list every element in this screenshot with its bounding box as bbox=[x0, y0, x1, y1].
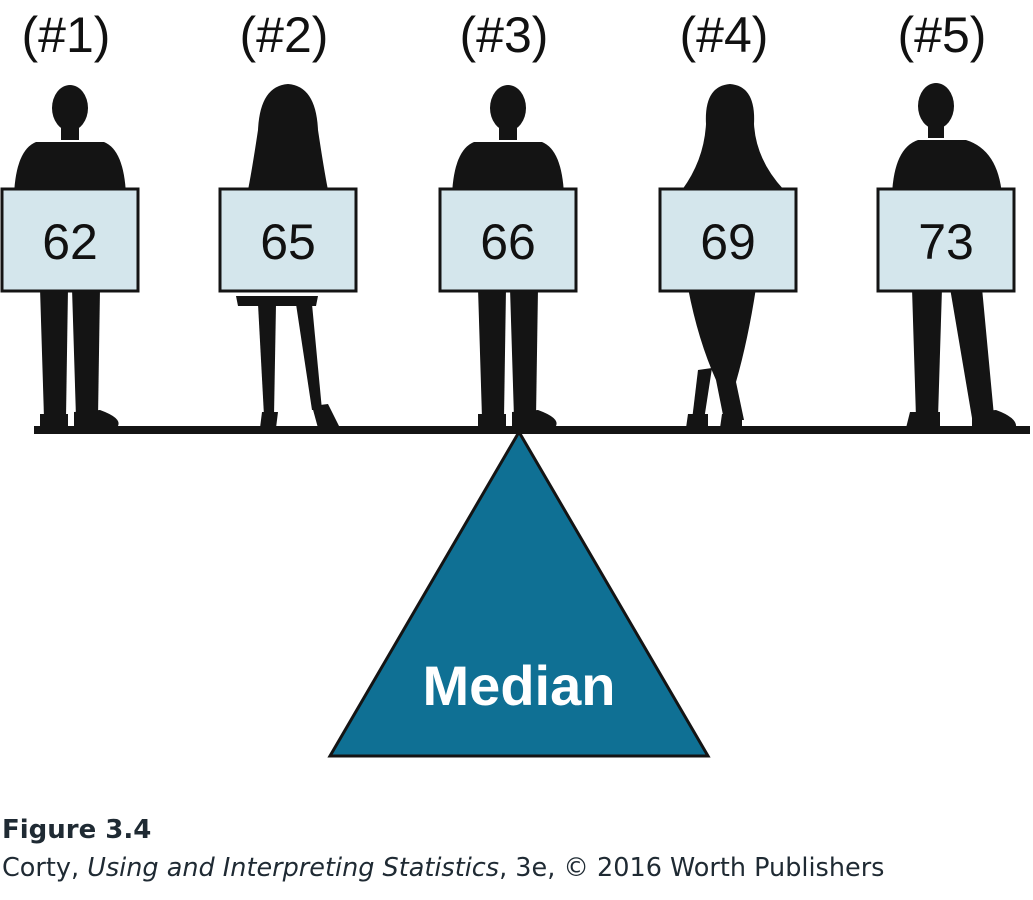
value-label: 69 bbox=[700, 214, 756, 270]
value-sign bbox=[0, 187, 140, 293]
figure-credit: Corty, Using and Interpreting Statistics… bbox=[2, 848, 1032, 888]
value-label: 62 bbox=[42, 214, 98, 270]
rank-label: (#1) bbox=[22, 7, 111, 63]
value-sign bbox=[658, 187, 798, 293]
figure-number: Figure 3.4 bbox=[2, 815, 152, 845]
rank-label: (#4) bbox=[680, 7, 769, 63]
value-sign bbox=[438, 187, 578, 293]
credit-author: Corty, bbox=[2, 853, 88, 883]
person-silhouette bbox=[236, 84, 340, 428]
person-4: (#4) 69 bbox=[658, 7, 798, 428]
value-sign bbox=[876, 187, 1016, 293]
person-silhouette bbox=[892, 83, 1017, 428]
person-1: (#1) 62 bbox=[0, 7, 140, 428]
person-silhouette bbox=[682, 84, 784, 428]
median-fulcrum bbox=[327, 429, 711, 758]
value-label: 65 bbox=[260, 214, 316, 270]
rank-label: (#3) bbox=[460, 7, 549, 63]
median-balance-diagram: (#1) 62 (#2) 65 (#3) 66 (#4) 69 (#5) 73 Median bbox=[0, 7, 1030, 758]
person-silhouette bbox=[14, 85, 126, 428]
rank-label: (#5) bbox=[898, 7, 987, 63]
balance-beam bbox=[34, 426, 1030, 434]
person-3: (#3) 66 bbox=[438, 7, 578, 428]
median-label: Median bbox=[423, 654, 616, 717]
people-group: (#1) 62 (#2) 65 (#3) 66 (#4) 69 (#5) 73 bbox=[0, 7, 1017, 428]
person-silhouette bbox=[452, 85, 564, 428]
credit-edition: , 3e, © 2016 Worth Publishers bbox=[499, 853, 885, 883]
value-label: 73 bbox=[918, 214, 974, 270]
person-2: (#2) 65 bbox=[218, 7, 358, 428]
rank-label: (#2) bbox=[240, 7, 329, 63]
value-sign bbox=[218, 187, 358, 293]
value-label: 66 bbox=[480, 214, 536, 270]
figure-caption: Figure 3.4 Corty, Using and Interpreting… bbox=[2, 812, 1032, 888]
person-5: (#5) 73 bbox=[876, 7, 1017, 428]
credit-book-title: Using and Interpreting Statistics bbox=[87, 853, 500, 883]
